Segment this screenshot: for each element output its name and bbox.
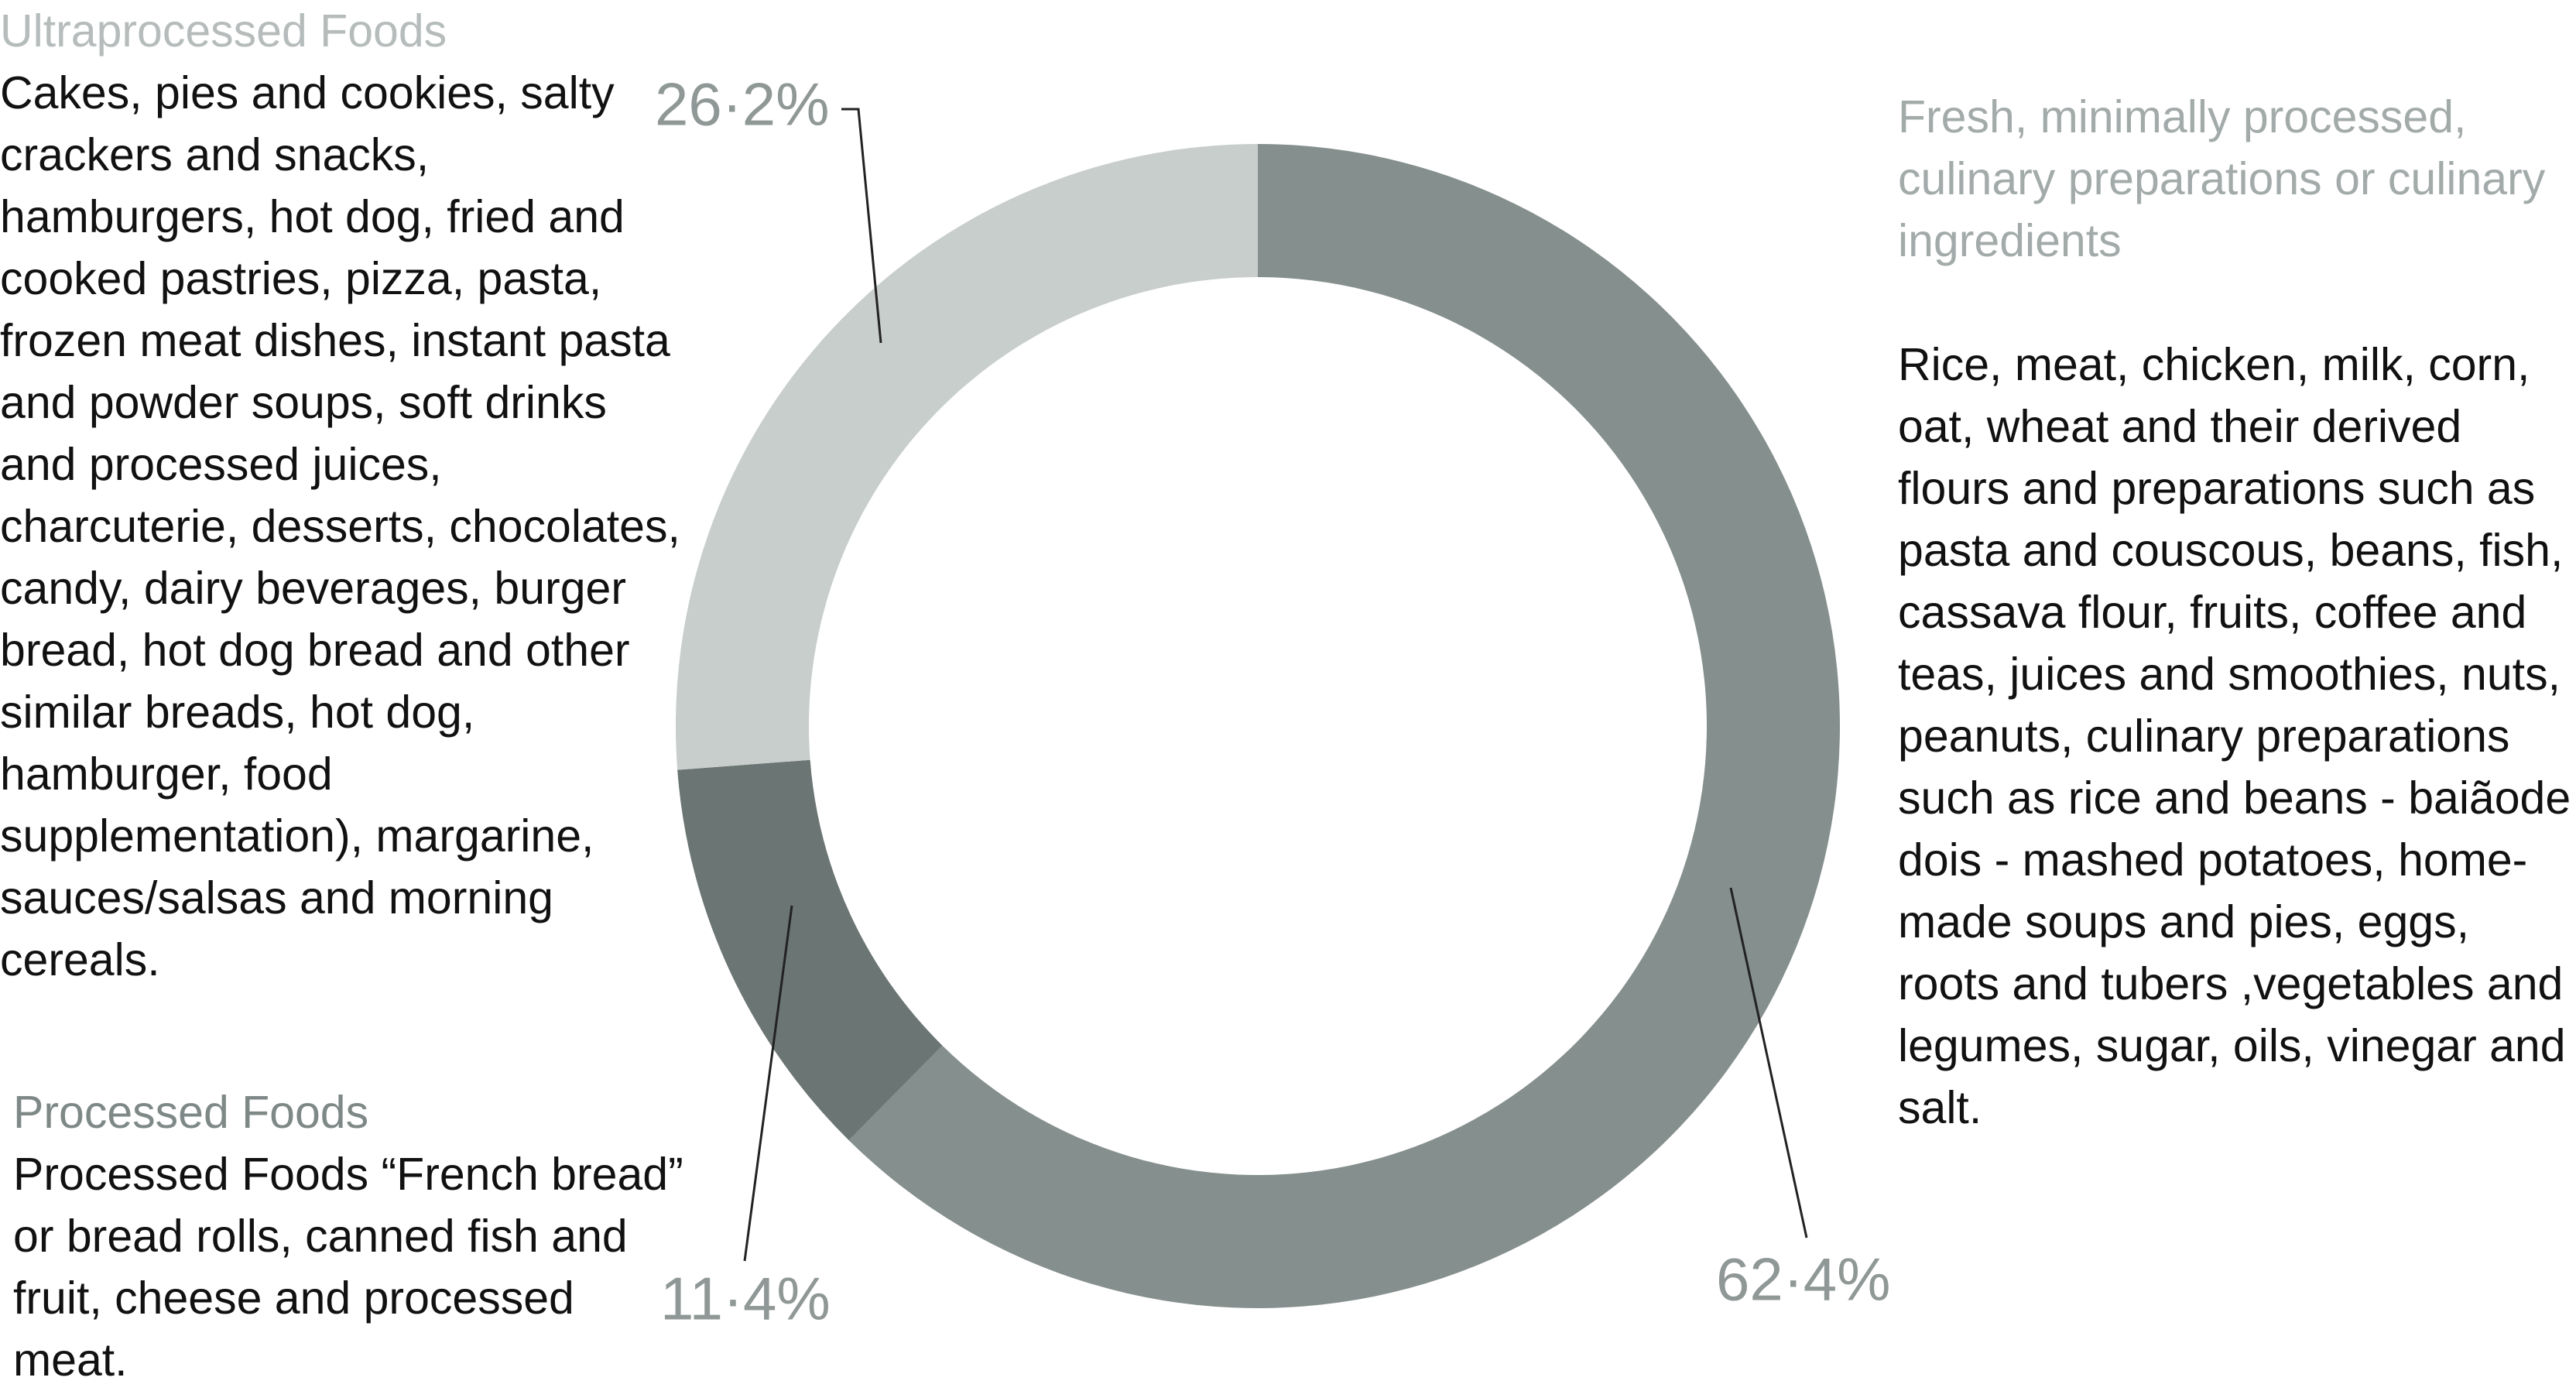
- category-title: Fresh, minimally processed, culinary pre…: [1898, 91, 2546, 266]
- donut-slice: [677, 759, 943, 1141]
- leader-line: [743, 905, 793, 1262]
- category-description: Cakes, pies and cookies, salty crackers …: [0, 67, 680, 985]
- slices: [676, 144, 1841, 1309]
- leader-line: [841, 108, 882, 344]
- value-label: 11·4%: [660, 1265, 831, 1333]
- value-label: 26·2%: [655, 70, 829, 139]
- donut-slice: [848, 144, 1841, 1309]
- value-label: 62·4%: [1716, 1245, 1890, 1314]
- category-description: Rice, meat, chicken, milk, corn, oat, wh…: [1898, 339, 2571, 1133]
- leader-line: [1729, 887, 1808, 1239]
- category-title: Processed Foods: [13, 1087, 369, 1138]
- category-description: Processed Foods “French bread” or bread …: [13, 1149, 683, 1386]
- donut-slice: [676, 144, 1258, 770]
- category-title: Ultraprocessed Foods: [0, 5, 447, 57]
